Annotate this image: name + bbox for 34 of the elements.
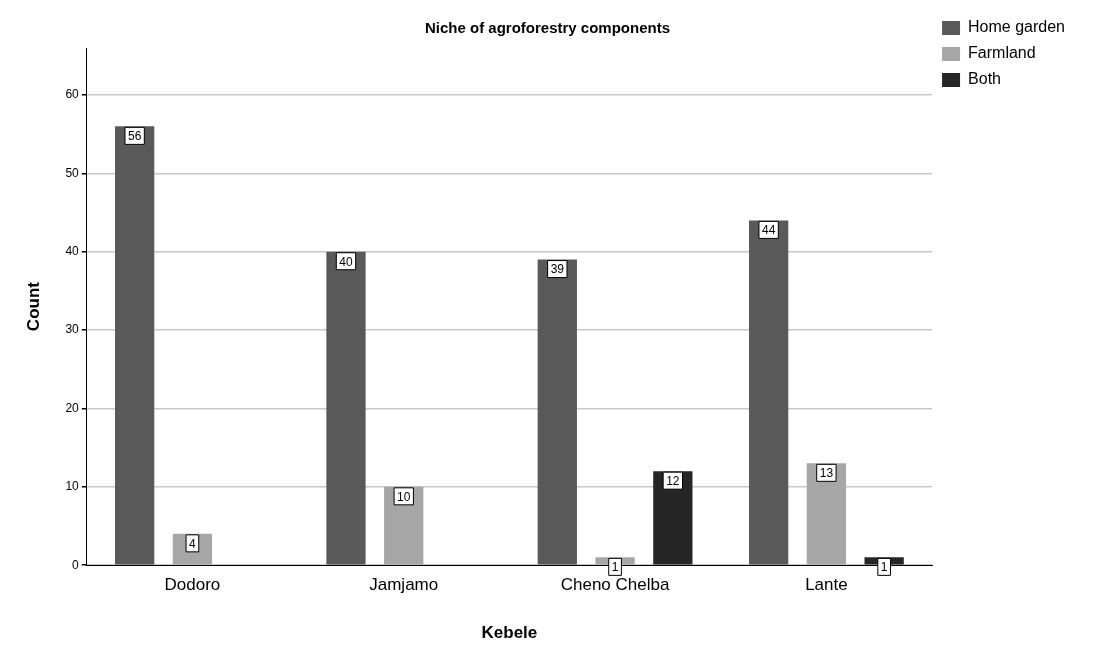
- data-label: 56: [127, 129, 142, 144]
- data-label: 44: [761, 223, 776, 238]
- data-label: 40: [339, 254, 353, 269]
- data-label: 1: [880, 560, 888, 575]
- data-label: 39: [550, 262, 565, 277]
- y-tick-label: 60: [65, 87, 80, 102]
- y-tick-label: 10: [65, 479, 80, 494]
- y-tick-label: 50: [65, 165, 80, 180]
- data-label: 1: [611, 560, 619, 575]
- y-tick-label: 20: [65, 400, 80, 415]
- x-axis-title: Kebele: [481, 623, 538, 643]
- data-label: 13: [819, 466, 834, 481]
- data-label: 4: [189, 536, 197, 551]
- legend-label: Home garden: [968, 18, 1066, 36]
- chart-title: Niche of agroforestry components: [424, 19, 671, 37]
- bar: [653, 471, 693, 565]
- y-tick-label: 40: [65, 244, 80, 259]
- legend-label: Both: [968, 70, 1001, 88]
- x-tick-label: Dodoro: [164, 575, 221, 595]
- x-tick-label: Jamjamo: [369, 575, 439, 595]
- y-tick-label: 0: [72, 557, 80, 572]
- x-tick-label: Cheno Chelba: [560, 575, 670, 595]
- data-label: 10: [397, 489, 411, 504]
- bar: [384, 486, 424, 565]
- y-tick-label: 30: [65, 322, 80, 337]
- bar: [748, 220, 789, 565]
- bar: [537, 259, 577, 565]
- data-label: 12: [666, 473, 680, 488]
- bar: [115, 126, 155, 565]
- bar: [326, 251, 366, 565]
- bar: [806, 463, 847, 565]
- legend-label: Farmland: [968, 44, 1036, 62]
- y-axis-title: Count: [23, 281, 43, 332]
- x-tick-label: Lante: [805, 575, 848, 595]
